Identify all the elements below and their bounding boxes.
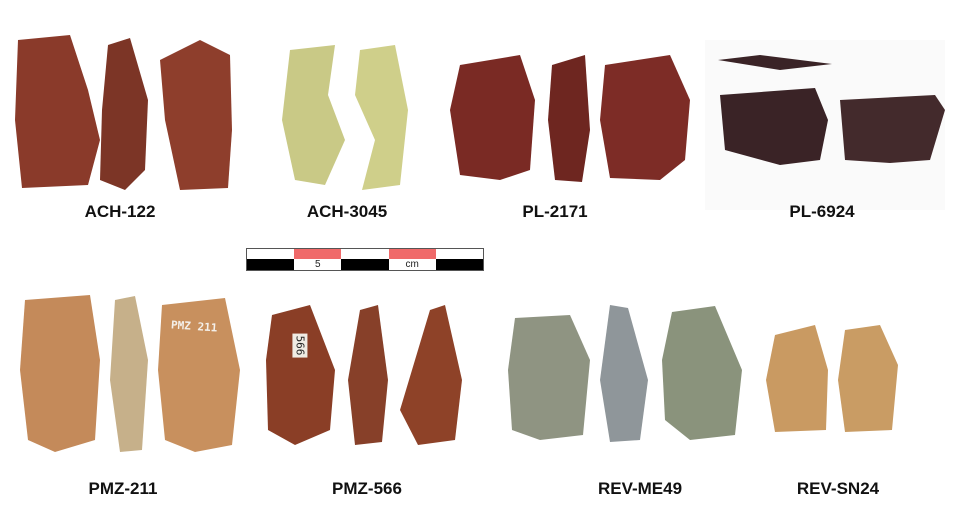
- artifact-pl-6924: [718, 55, 945, 165]
- artifact-ach-122: [15, 35, 232, 190]
- artifact-rev-me49: [508, 305, 742, 442]
- specimen-label: PL-6924: [789, 202, 855, 221]
- specimen-label: REV-SN24: [796, 479, 880, 498]
- specimen-label: PMZ-211: [88, 479, 158, 498]
- scale-number: 5: [294, 259, 342, 270]
- scale-unit: cm: [388, 259, 436, 270]
- specimen-label: PMZ-566: [332, 479, 402, 498]
- artifact-pmz-566: [266, 305, 462, 445]
- specimen-label: REV-ME49: [597, 479, 683, 498]
- artifact-pl-2171: [450, 55, 690, 182]
- specimen-label: PL-2171: [522, 202, 588, 221]
- specimen-label: ACH-122: [84, 202, 156, 221]
- scale-bar: 5 cm: [246, 248, 484, 271]
- artifact-rev-sn24: [766, 325, 898, 432]
- artifact-ach-3045: [282, 45, 408, 190]
- handwritten-mark-566: 566: [292, 333, 308, 358]
- specimen-label: ACH-3045: [306, 202, 388, 221]
- artifact-pmz-211: [20, 295, 240, 452]
